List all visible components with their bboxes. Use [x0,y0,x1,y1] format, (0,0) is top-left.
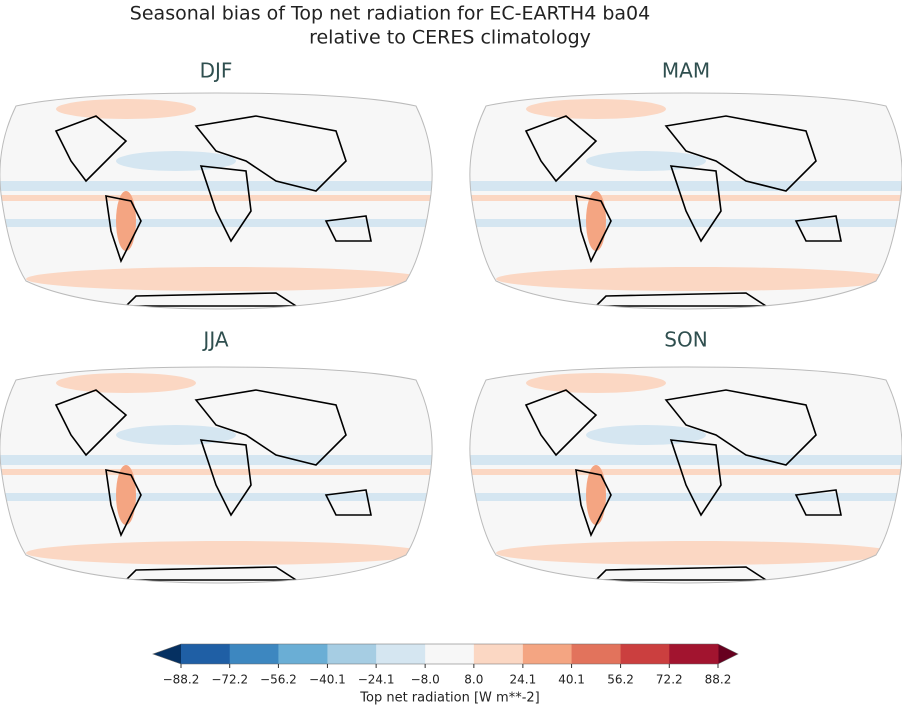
colorbar-segment [376,644,426,664]
colorbar-segment [327,644,377,664]
title-line: relative to CERES climatology [309,27,591,49]
colorbar-tick-label: 88.2 [705,673,732,687]
colorbar-segment [278,644,328,664]
colorbar-extend-under [153,644,181,664]
colorbar-tick-label: 40.1 [558,673,585,687]
colorbar-segment [620,644,670,664]
colorbar-segment [229,644,279,664]
colorbar-segment [522,644,573,664]
colorbar-tick-label: −8.0 [411,673,440,687]
map-son [466,365,902,585]
colorbar-extend-over [718,644,738,664]
colorbar-tick-label: −40.1 [309,673,346,687]
colorbar-tick-label: −56.2 [260,673,297,687]
panel-title: MAM [662,59,710,83]
colorbar-tick-label: 8.0 [464,673,483,687]
colorbar-tick-label: −24.1 [358,673,395,687]
colorbar-label: Top net radiation [W m**-2] [359,691,539,706]
title-line: Seasonal bias of Top net radiation for E… [130,3,650,25]
colorbar-segment [473,644,524,664]
colorbar-segment [181,644,231,664]
colorbar-tick-label: −88.2 [163,673,200,687]
map-djf [0,91,436,311]
colorbar-segment [425,644,475,664]
colorbar-segment [571,644,622,664]
colorbar-tick-label: 56.2 [607,673,634,687]
panel-title: SON [664,328,707,352]
map-mam [466,91,902,311]
colorbar-tick-label: −72.2 [211,673,248,687]
colorbar-tick-label: 24.1 [510,673,537,687]
panel-title: JJA [201,328,228,352]
panel-title: DJF [200,59,233,83]
map-jja [0,365,436,585]
colorbar-tick-label: 72.2 [656,673,683,687]
colorbar-segment [669,644,719,664]
